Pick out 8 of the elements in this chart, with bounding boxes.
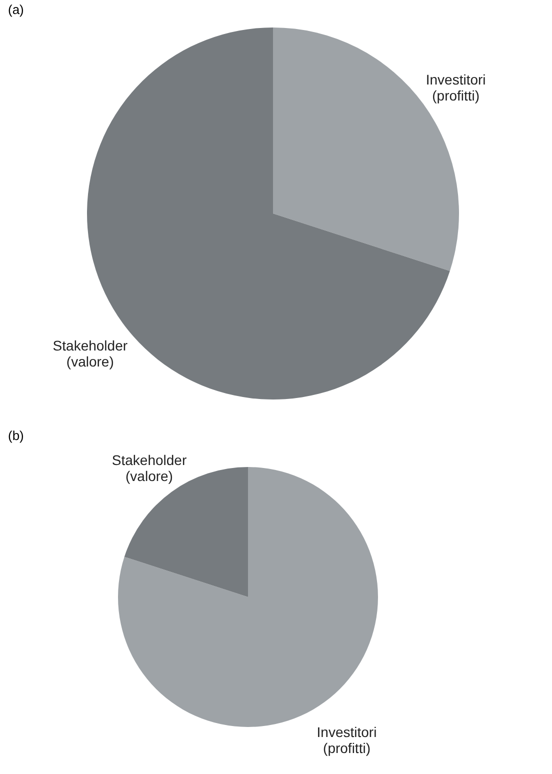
slice-label: Investitori (profitti)	[316, 724, 377, 756]
slice-label: Stakeholder (valore)	[52, 337, 128, 370]
pie-slice	[124, 467, 248, 597]
pie-slice	[118, 467, 378, 727]
chart-title: (b)	[8, 428, 24, 443]
chart-title: (a)	[8, 2, 24, 17]
slice-label: Stakeholder (valore)	[112, 452, 187, 484]
slice-label: Investitori (profitti)	[426, 72, 486, 104]
